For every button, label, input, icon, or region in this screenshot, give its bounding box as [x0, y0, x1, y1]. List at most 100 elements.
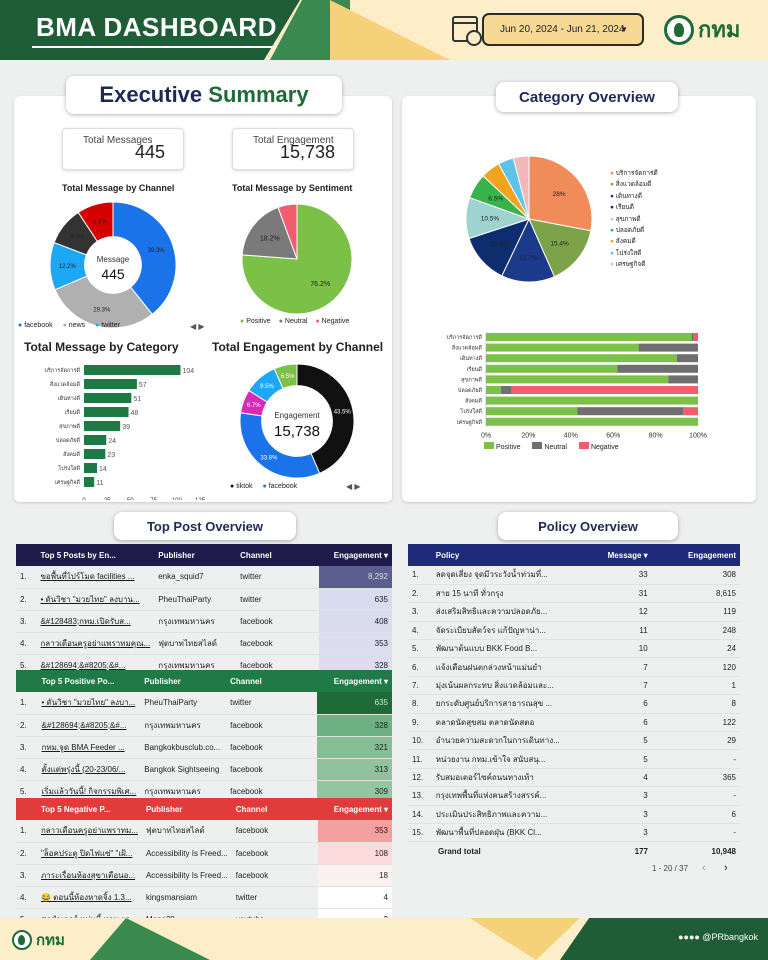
column-header[interactable]: Engagement ▾ — [317, 798, 392, 820]
table-row[interactable]: 2. "ล็อคประตู ปิดไฟแซ่" "เฝ้... Accessibil… — [16, 842, 392, 865]
column-header[interactable]: Publisher — [140, 670, 227, 692]
post-title-link[interactable]: ภาระเรื่อนห้องสุขาเตือนอ... — [36, 864, 142, 887]
publisher: PheuThaiParty — [154, 588, 237, 611]
table-row[interactable]: 9. ตลาดนัดสุขสม ตลาดนัดสตอ 6 122 — [408, 713, 740, 733]
sentiment-chart-title: Total Message by Sentiment — [232, 183, 353, 193]
legend-pager-icon[interactable]: ◀ ▶ — [346, 482, 361, 491]
policy-name: พัฒนาพื้นที่ปลอดฝุ่น (BKK Cl... — [431, 823, 564, 843]
logo-text: กทม — [698, 17, 741, 42]
table-row[interactable]: 10. อำนวยความสะดวกในการเดินทาง... 5 29 — [408, 731, 740, 751]
row-index: 1. — [16, 566, 37, 589]
table-row[interactable]: 8. ยกระดับศูนย์บริการสาธารณสุข ... 6 8 — [408, 694, 740, 714]
post-title-link[interactable]: • ดันวิชา "มวยไทย" ลงบา... — [37, 692, 141, 715]
top5-posts-table: Top 5 Posts by En... Publisher Channel Enga… — [16, 544, 392, 677]
date-range-picker[interactable]: Jun 20, 2024 - Jun 21, 2024 ▼ — [482, 13, 644, 46]
stacked-bar-segment — [683, 407, 698, 416]
bar — [84, 407, 129, 417]
table-row[interactable]: 1. กลาวเดือนครูอย่าแพราทม... ฟุตบาทไทยสไลด… — [16, 820, 392, 843]
x-tick-label: 125 — [195, 498, 206, 500]
engagement-value: - — [651, 786, 740, 806]
stacked-bar-segment — [676, 354, 698, 363]
table-row[interactable]: 4. จัดระเบียบสัตว์จร แก้ปัญหาน่า... 11 248 — [408, 621, 740, 641]
row-index: 3. — [16, 610, 37, 633]
post-title-link[interactable]: &#128483;กทม.เปิดรับส... — [36, 610, 155, 633]
column-header[interactable]: Message ▾ — [563, 544, 652, 566]
publisher: Accessibility Is Freed... — [141, 864, 232, 887]
post-title-link[interactable]: ตั้งแต่พรุ่งนี้ (20-23/06/... — [37, 758, 141, 781]
post-title-link[interactable]: 😂 ตอนนี้ห้องหาดจิ้ง 1.3... — [36, 886, 142, 909]
column-header[interactable]: Publisher — [154, 544, 237, 566]
stacked-bar-segment — [486, 417, 698, 426]
table-row[interactable]: 14. ประเมินประสิทธิภาพและความ... 3 6 — [408, 805, 740, 824]
column-header[interactable]: Channel — [236, 544, 319, 566]
column-header[interactable]: Engagement ▾ — [316, 670, 392, 692]
post-title-link[interactable]: "ล็อคประตู ปิดไฟแซ่" "เฝ้... — [36, 842, 142, 865]
table-row[interactable]: 5. พัฒนาต้นแบบ BKK Food B... 10 24 — [408, 639, 740, 659]
table-row[interactable]: 4. กลาวเดือนครูอย่าแพราทมคุณ... ฟุตบาทไทยส… — [16, 632, 392, 655]
table-row[interactable]: 2. &#128694;&#8205;&#... กรุงเทพมหานคร face… — [16, 714, 392, 737]
bma-seal-icon — [12, 930, 32, 950]
table-row[interactable]: 5. เริ่มแล้ววันนี้! กิจกรรมพิเศ... กรุงเทพ… — [16, 780, 392, 803]
table-row[interactable]: 3. กทม.จูด BMA Feeder ... Bangkokbusclub.c… — [16, 736, 392, 759]
prev-page-icon[interactable]: ‹ — [702, 862, 706, 874]
table-row[interactable]: 6. แจ้งเตือนฝนตกล่วงหน้าแม่นยำ 7 120 — [408, 657, 740, 677]
post-title-link[interactable]: กทม.จูด BMA Feeder ... — [37, 736, 141, 759]
policy-name: มุ่งเน้นผลกระทบ สิ่งแวดล้อมและ... — [431, 676, 564, 696]
row-index: 10. — [408, 731, 432, 751]
table-row[interactable]: 13. กรุงเทพพื้นที่แห่งคนสร้างสรรค์... 3- — [408, 786, 740, 806]
post-title-link[interactable]: &#128694;&#8205;&#... — [37, 714, 141, 737]
exec-title-b: Summary — [208, 82, 309, 107]
row-index: 5. — [408, 639, 432, 659]
table-row[interactable]: 15. พัฒนาพื้นที่ปลอดฝุ่น (BKK Cl... 3- — [408, 823, 740, 843]
column-header[interactable]: Top 5 Negative P... — [36, 798, 142, 820]
table-row[interactable]: 1. • ดันวิชา "มวยไทย" ลงบา... PheuThaiPart… — [16, 692, 392, 715]
table-row[interactable]: 3. &#128483;กทม.เปิดรับส... กรุงเทพมหานคร f… — [16, 610, 392, 633]
table-header-row: Top 5 Posts by En... Publisher Channel Enga… — [16, 544, 392, 566]
table-row[interactable]: 4. ตั้งแต่พรุ่งนี้ (20-23/06/... Bangkok S… — [16, 758, 392, 781]
row-index: 3. — [16, 736, 38, 759]
post-title-link[interactable]: ขอพื้นที่ไปร์โมด facilities ... — [36, 566, 155, 589]
table-row[interactable]: 1. ขอพื้นที่ไปร์โมด facilities ... enka_sq… — [16, 566, 392, 589]
table-row[interactable]: 12. รับสมอเตอร์ไซค์ถนนทางเท้า 4 365 — [408, 768, 740, 788]
column-header[interactable]: Engagement — [651, 544, 740, 566]
bar-category-label: โปร่งใสดี — [58, 464, 80, 472]
table-row[interactable]: 3. ภาระเรื่อนห้องสุขาเตือนอ... Accessibili… — [16, 864, 392, 887]
engagement-value: 313 — [316, 758, 392, 781]
policy-name: อำนวยความสะดวกในการเดินทาง... — [431, 731, 564, 751]
table-row[interactable]: 1. ลดจุดเสี่ยง จุดมีวระวังน้ำท่วมที่... 33… — [408, 566, 740, 585]
column-header[interactable]: Channel — [231, 798, 318, 820]
post-title-link[interactable]: • ดันวิชา "มวยไทย" ลงบาน... — [36, 588, 155, 611]
post-title-link[interactable]: กลาวเดือนครูอย่าแพราทม... — [36, 820, 142, 843]
table-row[interactable]: 4. 😂 ตอนนี้ห้องหาดจิ้ง 1.3... kingsmansiam… — [16, 886, 392, 909]
top5-positive-posts-table: Top 5 Positive Po... Publisher Channel Enga… — [16, 670, 392, 803]
post-title-link[interactable]: กลาวเดือนครูอย่าแพราทมคุณ... — [36, 632, 155, 655]
bar-category-label: บริการจัดการดี — [44, 367, 80, 374]
column-header[interactable]: Top 5 Posts by En... — [36, 544, 155, 566]
column-header[interactable]: Policy — [431, 544, 564, 566]
legend-item: ● บริการจัดการดี — [610, 170, 658, 177]
table-row[interactable]: 2. • ดันวิชา "มวยไทย" ลงบาน... PheuThaiPar… — [16, 588, 392, 611]
message-count: 3 — [563, 786, 652, 806]
row-index: 2. — [16, 714, 38, 737]
next-page-icon[interactable]: › — [724, 862, 728, 874]
policy-name: ประเมินประสิทธิภาพและความ... — [431, 805, 564, 824]
header-green-shape — [0, 0, 300, 60]
legend-pager-icon[interactable]: ◀ ▶ — [190, 322, 205, 331]
table-row[interactable]: 2. สาย 15 นาที ทั่วกรุง 31 8,615 — [408, 584, 740, 604]
column-header[interactable]: Channel — [226, 670, 317, 692]
legend-item: Negative — [579, 442, 619, 451]
bar — [84, 393, 132, 403]
row-index: 2. — [408, 584, 432, 604]
policy-name: พัฒนาต้นแบบ BKK Food B... — [431, 639, 564, 659]
slice-data-label: 76.2% — [310, 281, 330, 288]
policy-name: จัดระเบียบสัตว์จร แก้ปัญหาน่า... — [431, 621, 564, 641]
column-header[interactable]: Top 5 Positive Po... — [37, 670, 141, 692]
table-row[interactable]: 3. ส่งเสริมสิทธิและความปลอดภัย... 12 119 — [408, 602, 740, 622]
table-row[interactable]: 11. หน่วยงาน กทม.เข้าใจ สนับสนุ... 5- — [408, 749, 740, 769]
category-bar-chart: บริการจัดการดี 104 สิ่งแวดล้อมดี 57 เดินทางด… — [44, 365, 206, 500]
column-header[interactable]: Engagement ▾ — [318, 544, 392, 566]
column-header — [16, 544, 37, 566]
column-header[interactable]: Publisher — [141, 798, 232, 820]
table-row[interactable]: 7. มุ่งเน้นผลกระทบ สิ่งแวดล้อมและ... 7 1 — [408, 676, 740, 696]
legend-item: ● สุขภาพดี — [610, 215, 641, 223]
